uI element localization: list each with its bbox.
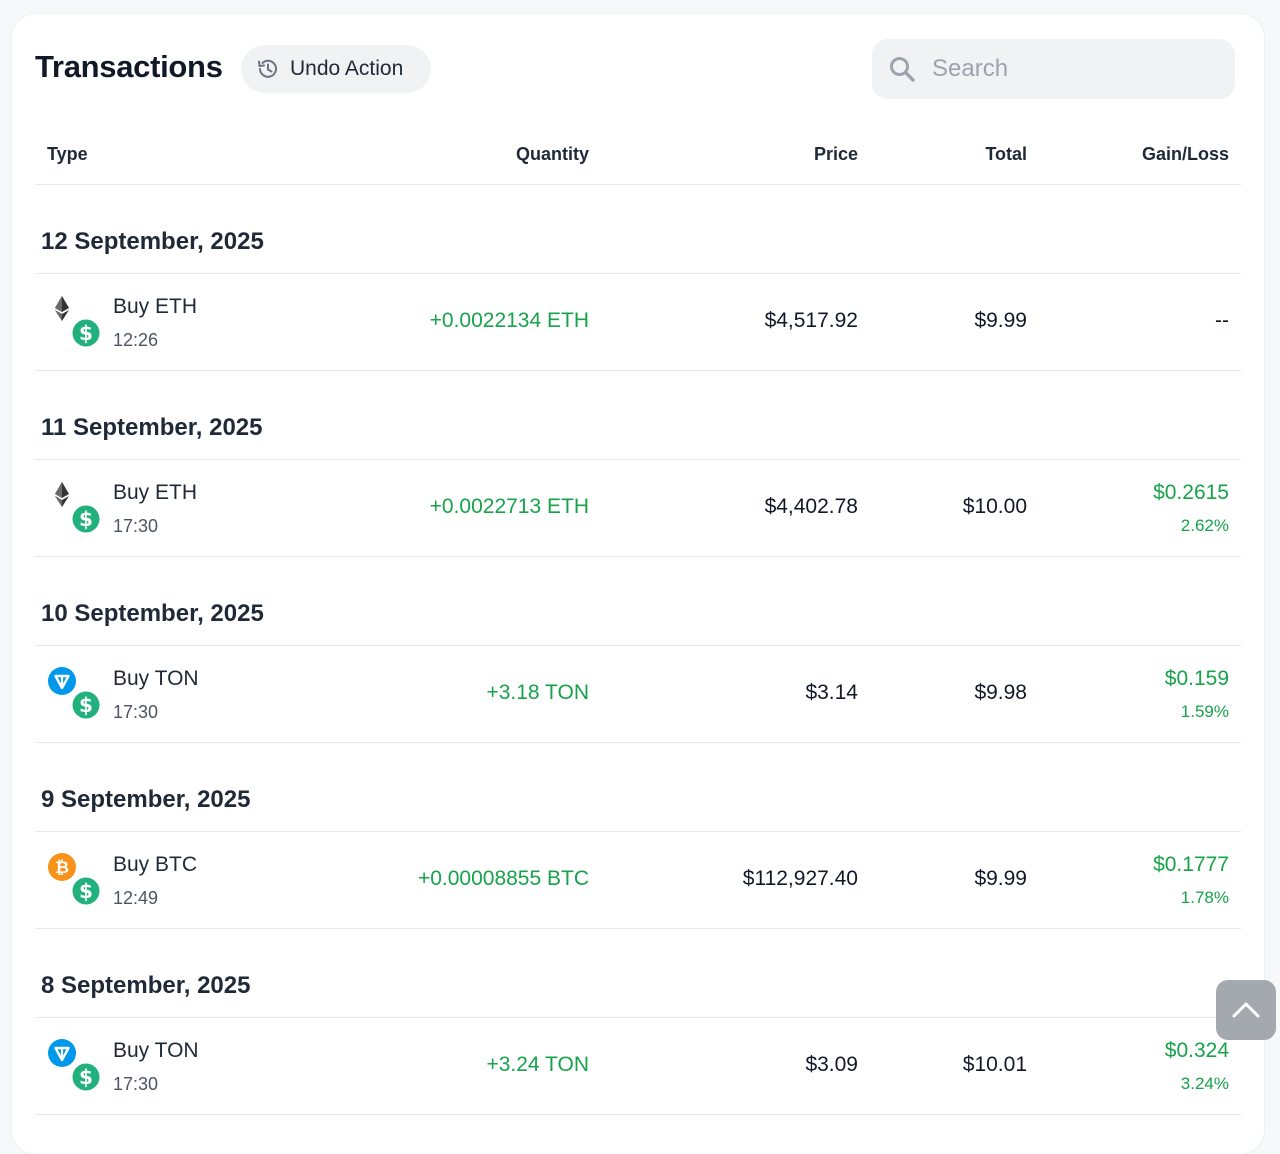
svg-text:$: $ — [79, 693, 93, 717]
header: Transactions Undo Action — [12, 14, 1264, 124]
transaction-row[interactable]: $ Buy ETH 12:26 +0.0022134 ETH $4,517.92 $9.9… — [35, 274, 1241, 371]
undo-action-button[interactable]: Undo Action — [241, 45, 431, 93]
transaction-price: $4,402.78 — [764, 495, 858, 518]
transaction-time: 17:30 — [113, 1074, 159, 1094]
transaction-type: Buy ETH — [113, 295, 198, 318]
transaction-groups: 12 September, 2025 $ Buy ETH 12:26 +0.002213… — [35, 185, 1241, 1115]
transaction-price: $112,927.40 — [742, 867, 858, 890]
transaction-time: 12:26 — [113, 330, 159, 350]
group-date: 11 September, 2025 — [41, 414, 263, 441]
table-header: Type Quantity Price Total Gain/Loss — [35, 124, 1241, 185]
transaction-gain: $0.1777 — [1153, 853, 1229, 876]
column-price: Price — [813, 144, 858, 164]
svg-text:$: $ — [79, 507, 93, 531]
ton-usd-icon: $ — [48, 667, 101, 720]
page-title: Transactions — [35, 49, 223, 84]
transaction-price: $3.09 — [805, 1053, 858, 1076]
group-date: 8 September, 2025 — [41, 972, 251, 999]
transaction-gain-percent: 1.78% — [1180, 888, 1229, 907]
search-icon — [888, 55, 916, 83]
date-group-header: 10 September, 2025 — [35, 557, 1241, 646]
svg-text:$: $ — [79, 1065, 93, 1089]
transaction-time: 17:30 — [113, 516, 159, 536]
transaction-total: $10.00 — [962, 495, 1027, 518]
transaction-gain-percent: 1.59% — [1180, 702, 1229, 721]
transaction-quantity: +3.18 TON — [486, 681, 589, 704]
transaction-gain: -- — [1215, 309, 1229, 332]
transaction-gain: $0.2615 — [1153, 481, 1229, 504]
column-type: Type — [47, 144, 88, 164]
group-date: 10 September, 2025 — [41, 600, 264, 627]
svg-text:₿: ₿ — [55, 858, 69, 878]
undo-action-label: Undo Action — [290, 57, 404, 80]
transaction-total: $9.99 — [974, 867, 1027, 890]
transaction-gain-percent: 2.62% — [1180, 516, 1229, 535]
search-box[interactable] — [872, 39, 1235, 99]
transactions-table: Type Quantity Price Total Gain/Loss 12 S… — [35, 124, 1241, 1115]
transaction-type: Buy TON — [113, 667, 199, 690]
chevron-up-icon — [1232, 1002, 1260, 1018]
ton-usd-icon: $ — [48, 1039, 101, 1092]
search-input[interactable] — [930, 54, 1214, 84]
svg-text:$: $ — [79, 321, 93, 345]
date-group-header: 9 September, 2025 — [35, 743, 1241, 832]
transaction-type: Buy ETH — [113, 481, 198, 504]
transaction-total: $9.99 — [974, 309, 1027, 332]
eth-usd-icon: $ — [55, 296, 101, 348]
transaction-row[interactable]: ₿ $ Buy BTC 12:49 +0.00008855 BTC $112,927.40… — [35, 832, 1241, 929]
group-date: 12 September, 2025 — [41, 228, 264, 255]
transactions-card: Transactions Undo Action Typ — [12, 14, 1264, 1154]
transaction-time: 17:30 — [113, 702, 159, 722]
history-icon — [255, 56, 281, 82]
scroll-to-top-button[interactable] — [1216, 980, 1276, 1040]
transaction-gain-percent: 3.24% — [1180, 1074, 1229, 1093]
date-group-header: 11 September, 2025 — [35, 371, 1241, 460]
date-group-header: 12 September, 2025 — [35, 185, 1241, 274]
svg-text:$: $ — [79, 879, 93, 903]
transaction-quantity: +0.0022134 ETH — [429, 309, 589, 332]
transaction-time: 12:49 — [113, 888, 159, 908]
transaction-total: $9.98 — [974, 681, 1027, 704]
transaction-total: $10.01 — [962, 1053, 1027, 1076]
transaction-type: Buy TON — [113, 1039, 199, 1062]
transaction-row[interactable]: $ Buy ETH 17:30 +0.0022713 ETH $4,402.78 $10.… — [35, 460, 1241, 557]
transaction-row[interactable]: $ Buy TON 17:30 +3.24 TON $3.09 $10.01 $0.324 3… — [35, 1018, 1241, 1115]
btc-usd-icon: ₿$ — [48, 853, 101, 906]
eth-usd-icon: $ — [55, 482, 101, 534]
transaction-price: $4,517.92 — [764, 309, 858, 332]
transaction-type: Buy BTC — [113, 853, 198, 876]
transaction-row[interactable]: $ Buy TON 17:30 +3.18 TON $3.14 $9.98 $0.159 1.… — [35, 646, 1241, 743]
transaction-gain: $0.324 — [1164, 1039, 1229, 1062]
transaction-quantity: +0.00008855 BTC — [417, 867, 589, 890]
group-date: 9 September, 2025 — [41, 786, 251, 813]
transaction-quantity: +3.24 TON — [486, 1053, 589, 1076]
transaction-gain: $0.159 — [1164, 667, 1229, 690]
column-total: Total — [985, 144, 1027, 164]
transaction-quantity: +0.0022713 ETH — [429, 495, 589, 518]
transaction-price: $3.14 — [805, 681, 858, 704]
column-quantity: Quantity — [515, 144, 589, 164]
column-gain-loss: Gain/Loss — [1141, 144, 1229, 164]
date-group-header: 8 September, 2025 — [35, 929, 1241, 1018]
